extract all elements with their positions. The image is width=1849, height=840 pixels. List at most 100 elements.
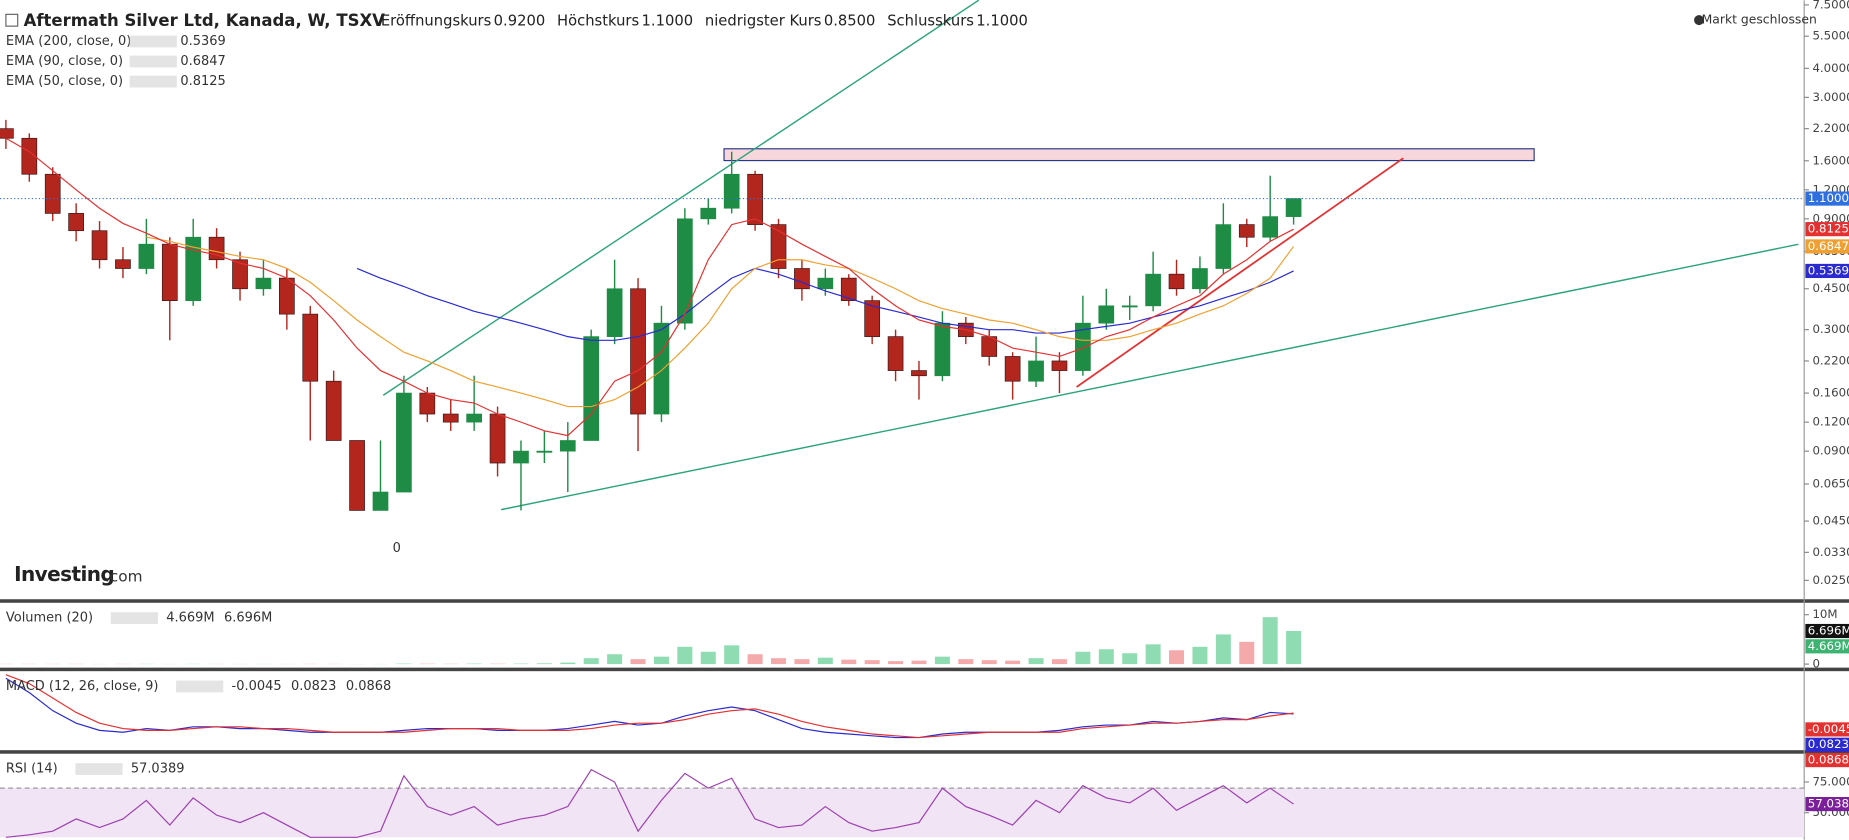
candle-body	[606, 288, 623, 337]
volume-bar	[1051, 659, 1067, 665]
volume-bar	[864, 660, 880, 665]
candle-body	[770, 224, 787, 269]
volume-bar	[536, 663, 552, 665]
candle-body	[419, 392, 436, 415]
ohlc-value: 0.8500	[824, 12, 876, 29]
legend-icons	[129, 35, 177, 48]
collapse-icon[interactable]	[5, 13, 19, 27]
y-tick-label: 0	[1812, 657, 1820, 671]
indicator-line	[146, 236, 1295, 408]
candle-body	[934, 322, 951, 377]
candle-body	[1004, 356, 1021, 382]
panel-title: MACD (12, 26, close, 9)	[6, 679, 159, 694]
price-tag	[1805, 191, 1849, 206]
price-tag	[1805, 639, 1849, 654]
candle-body	[325, 380, 342, 441]
ohlc-value: 0.9200	[494, 12, 546, 29]
candle-body	[0, 128, 14, 139]
separator	[0, 750, 1849, 754]
volume-bar	[653, 656, 669, 665]
y-tick-label: 1.6000	[1812, 153, 1849, 167]
volume-bar	[911, 660, 927, 665]
trend-line[interactable]	[1076, 157, 1404, 388]
volume-bar	[958, 659, 974, 665]
candle-body	[115, 259, 131, 269]
y-tick-label: 7.5000	[1812, 0, 1849, 11]
candle-body	[232, 259, 248, 290]
candle-body	[653, 322, 670, 415]
volume-bar	[1028, 658, 1044, 665]
indicator-line	[5, 674, 1294, 739]
volume-bar	[1262, 617, 1278, 665]
panel-title: RSI (14)	[6, 762, 58, 777]
status-dot: ●	[1693, 13, 1704, 28]
y-tick-label: 5.5000	[1812, 29, 1849, 43]
candle-body	[68, 213, 84, 232]
candle-body	[442, 413, 459, 423]
ohlc-label: Schlusskurs	[887, 12, 974, 29]
volume-bar	[677, 646, 693, 665]
candle-body	[138, 243, 155, 269]
volume-bar	[630, 659, 646, 665]
candle-body	[1121, 305, 1138, 308]
candle-body	[794, 268, 810, 290]
volume-bar	[747, 654, 763, 665]
logo-suffix: .com	[105, 567, 143, 585]
candle-body	[396, 392, 412, 493]
legend-name: EMA (90, close, 0)	[6, 54, 123, 69]
instrument-title: Aftermath Silver Ltd, Kanada, W, TSXV	[24, 11, 386, 30]
price-tag	[1805, 263, 1849, 279]
market-status: Markt geschlossen	[1702, 13, 1817, 27]
legend-icons	[110, 612, 158, 625]
price-tag-label: -0.0045	[1808, 722, 1849, 736]
volume-bar	[607, 654, 623, 665]
trend-line[interactable]	[382, 0, 980, 396]
price-tag	[1805, 222, 1849, 237]
price-tag	[1805, 753, 1849, 768]
volume-bar	[1098, 649, 1114, 665]
legend-name: EMA (200, close, 0)	[6, 34, 131, 49]
trend-line[interactable]	[501, 243, 1799, 511]
volume-bar	[1192, 646, 1208, 665]
candle-body	[372, 491, 389, 511]
candle-body	[91, 230, 108, 261]
candle-body	[1145, 273, 1161, 307]
volume-bar	[700, 651, 716, 665]
candle-body	[21, 137, 38, 175]
candle-body	[747, 173, 763, 225]
separator	[0, 599, 1849, 603]
panel-title: Volumen (20)	[6, 611, 93, 626]
candle-body	[700, 207, 717, 220]
ohlc-label: niedrigster Kurs	[705, 12, 822, 29]
price-tag-label: 0.8125	[1808, 222, 1849, 236]
legend-value: 6.696M	[224, 611, 272, 626]
price-tag-label: 4.669M	[1808, 639, 1849, 653]
volume-bar	[888, 661, 904, 665]
volume-bar	[934, 656, 950, 665]
candle-body	[887, 336, 904, 371]
candle-body	[723, 173, 740, 209]
y-tick-label: 10M	[1812, 607, 1837, 621]
resistance-zone[interactable]	[723, 148, 1535, 162]
candle-body	[1192, 268, 1208, 290]
volume-bar	[1215, 634, 1231, 665]
candle-body	[161, 243, 178, 301]
volume-bar	[724, 645, 740, 665]
price-tag-label: 1.1000	[1808, 191, 1849, 205]
candle-body	[840, 277, 857, 301]
candle-body	[1098, 305, 1115, 324]
candle-body	[1028, 360, 1044, 382]
price-tag-label: 0.0868	[1808, 753, 1849, 767]
ohlc-label: Höchstkurs	[557, 12, 639, 29]
volume-bar	[583, 658, 599, 665]
price-tag-label: 6.696M	[1808, 624, 1849, 638]
volume-bar	[1286, 631, 1302, 665]
